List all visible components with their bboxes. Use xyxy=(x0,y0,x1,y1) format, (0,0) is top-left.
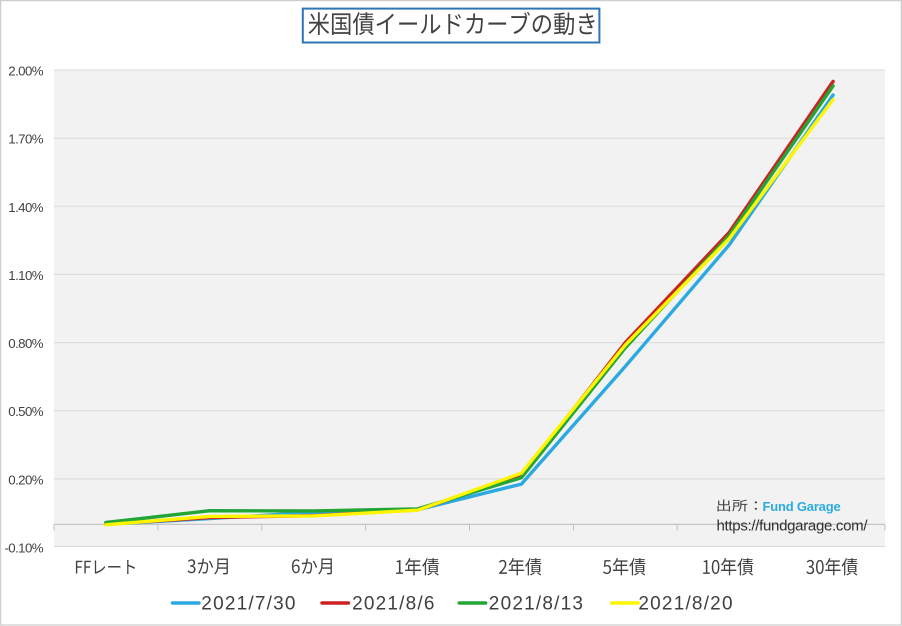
svg-text:1.40%: 1.40% xyxy=(8,200,43,215)
svg-text:2.00%: 2.00% xyxy=(8,64,43,79)
svg-text:2021/8/20: 2021/8/20 xyxy=(638,594,733,615)
svg-text:1.10%: 1.10% xyxy=(8,268,43,283)
svg-text:0.20%: 0.20% xyxy=(8,472,43,487)
svg-text:Fund Garage: Fund Garage xyxy=(763,499,841,514)
svg-text:1.70%: 1.70% xyxy=(8,132,43,147)
svg-text:-0.10%: -0.10% xyxy=(4,541,43,556)
svg-text:2021/8/6: 2021/8/6 xyxy=(352,594,436,615)
svg-text:0.80%: 0.80% xyxy=(8,336,43,351)
svg-text:2021/8/13: 2021/8/13 xyxy=(489,594,584,615)
svg-text:0.50%: 0.50% xyxy=(8,404,43,419)
svg-text:https://fundgarage.com/: https://fundgarage.com/ xyxy=(717,518,869,535)
svg-text:2021/7/30: 2021/7/30 xyxy=(201,594,296,615)
